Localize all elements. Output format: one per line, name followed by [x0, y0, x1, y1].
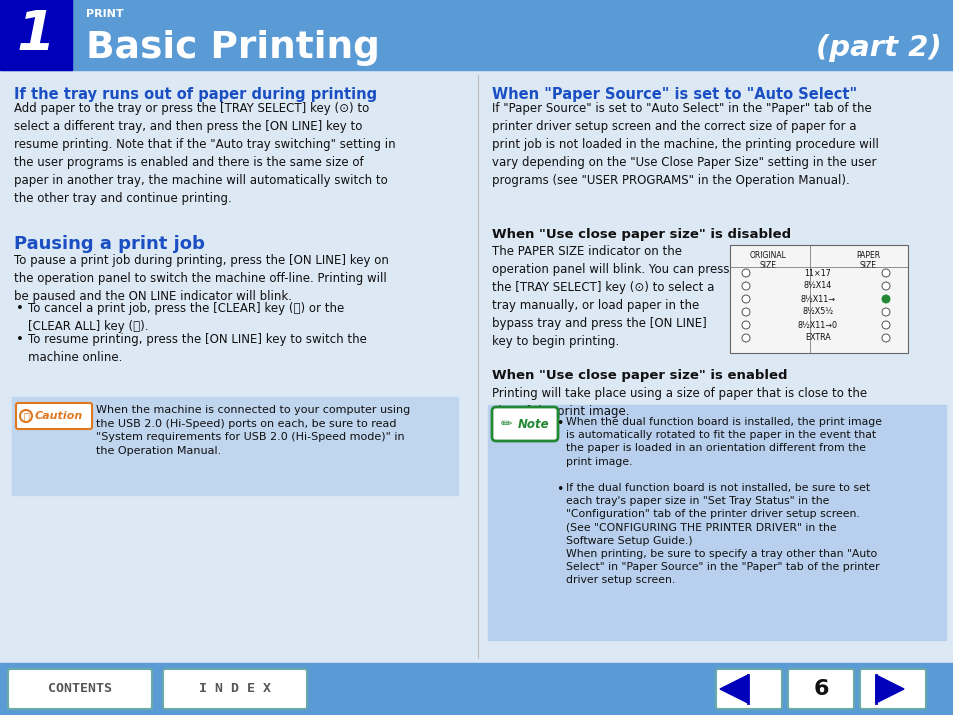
FancyBboxPatch shape [859, 669, 925, 709]
Bar [0, 0, 953, 70]
FancyBboxPatch shape [787, 669, 853, 709]
Circle shape [741, 308, 749, 316]
Text: ORIGINAL
SIZE: ORIGINAL SIZE [749, 251, 785, 270]
Text: Printing will take place using a size of paper that is close to the
size of the : Printing will take place using a size of… [492, 387, 866, 418]
Bar [0, 70, 953, 663]
Text: (part 2): (part 2) [816, 34, 941, 62]
FancyBboxPatch shape [163, 669, 307, 709]
Bar [729, 245, 907, 353]
Text: •: • [556, 483, 563, 496]
Circle shape [741, 295, 749, 303]
Text: Pausing a print job: Pausing a print job [14, 235, 205, 253]
FancyBboxPatch shape [716, 669, 781, 709]
Polygon shape [875, 675, 903, 703]
Text: •: • [16, 302, 24, 315]
Text: CONTENTS: CONTENTS [48, 683, 112, 696]
Text: To resume printing, press the [ON LINE] key to switch the
machine online.: To resume printing, press the [ON LINE] … [28, 333, 367, 364]
Text: ✏: ✏ [500, 417, 512, 431]
Text: If "Paper Source" is set to "Auto Select" in the "Paper" tab of the
printer driv: If "Paper Source" is set to "Auto Select… [492, 102, 878, 187]
FancyBboxPatch shape [492, 407, 558, 441]
Circle shape [741, 321, 749, 329]
Text: 6: 6 [812, 679, 828, 699]
Text: The PAPER SIZE indicator on the
operation panel will blink. You can press
the [T: The PAPER SIZE indicator on the operatio… [492, 245, 729, 348]
Circle shape [20, 410, 32, 422]
Text: 8½X11→: 8½X11→ [800, 295, 835, 303]
Bar [0, 0, 71, 70]
FancyBboxPatch shape [8, 669, 152, 709]
Circle shape [882, 308, 889, 316]
Circle shape [882, 295, 889, 303]
Circle shape [882, 269, 889, 277]
FancyBboxPatch shape [16, 403, 91, 429]
Text: 11×17: 11×17 [803, 269, 831, 277]
Circle shape [741, 282, 749, 290]
Circle shape [741, 269, 749, 277]
Text: Caution: Caution [35, 411, 83, 421]
Text: Basic Printing: Basic Printing [86, 30, 379, 66]
Text: •: • [16, 333, 24, 346]
Text: EXTRA: EXTRA [804, 333, 830, 342]
Text: When "Paper Source" is set to "Auto Select": When "Paper Source" is set to "Auto Sele… [492, 87, 856, 102]
Text: ⓘ: ⓘ [23, 411, 29, 421]
Text: I N D E X: I N D E X [199, 683, 271, 696]
Text: If the tray runs out of paper during printing: If the tray runs out of paper during pri… [14, 87, 376, 102]
Text: PAPER
SIZE: PAPER SIZE [855, 251, 879, 270]
Text: When the dual function board is installed, the print image
is automatically rota: When the dual function board is installe… [565, 417, 882, 467]
Text: •: • [556, 417, 563, 430]
Text: When "Use close paper size" is disabled: When "Use close paper size" is disabled [492, 228, 790, 241]
Text: PRINT: PRINT [86, 9, 124, 19]
Text: Note: Note [517, 418, 549, 430]
Circle shape [741, 334, 749, 342]
Text: When the machine is connected to your computer using
the USB 2.0 (Hi-Speed) port: When the machine is connected to your co… [96, 405, 410, 455]
Circle shape [882, 282, 889, 290]
Circle shape [882, 334, 889, 342]
Text: Add paper to the tray or press the [TRAY SELECT] key (⊙) to
select a different t: Add paper to the tray or press the [TRAY… [14, 102, 395, 205]
Polygon shape [720, 675, 747, 703]
Bar [488, 405, 945, 640]
Text: 8½X14: 8½X14 [803, 282, 831, 290]
Circle shape [882, 321, 889, 329]
Text: To pause a print job during printing, press the [ON LINE] key on
the operation p: To pause a print job during printing, pr… [14, 254, 389, 303]
Text: When "Use close paper size" is enabled: When "Use close paper size" is enabled [492, 369, 786, 382]
Text: To cancel a print job, press the [CLEAR] key (Ⓒ) or the
[CLEAR ALL] key (Ⓐ).: To cancel a print job, press the [CLEAR]… [28, 302, 344, 333]
Text: If the dual function board is not installed, be sure to set
each tray's paper si: If the dual function board is not instal… [565, 483, 879, 586]
Text: 8½X11→0: 8½X11→0 [797, 320, 837, 330]
Text: 1: 1 [16, 8, 55, 62]
Bar [0, 663, 953, 715]
Bar [12, 397, 457, 495]
Text: 8½X5½: 8½X5½ [801, 307, 833, 317]
